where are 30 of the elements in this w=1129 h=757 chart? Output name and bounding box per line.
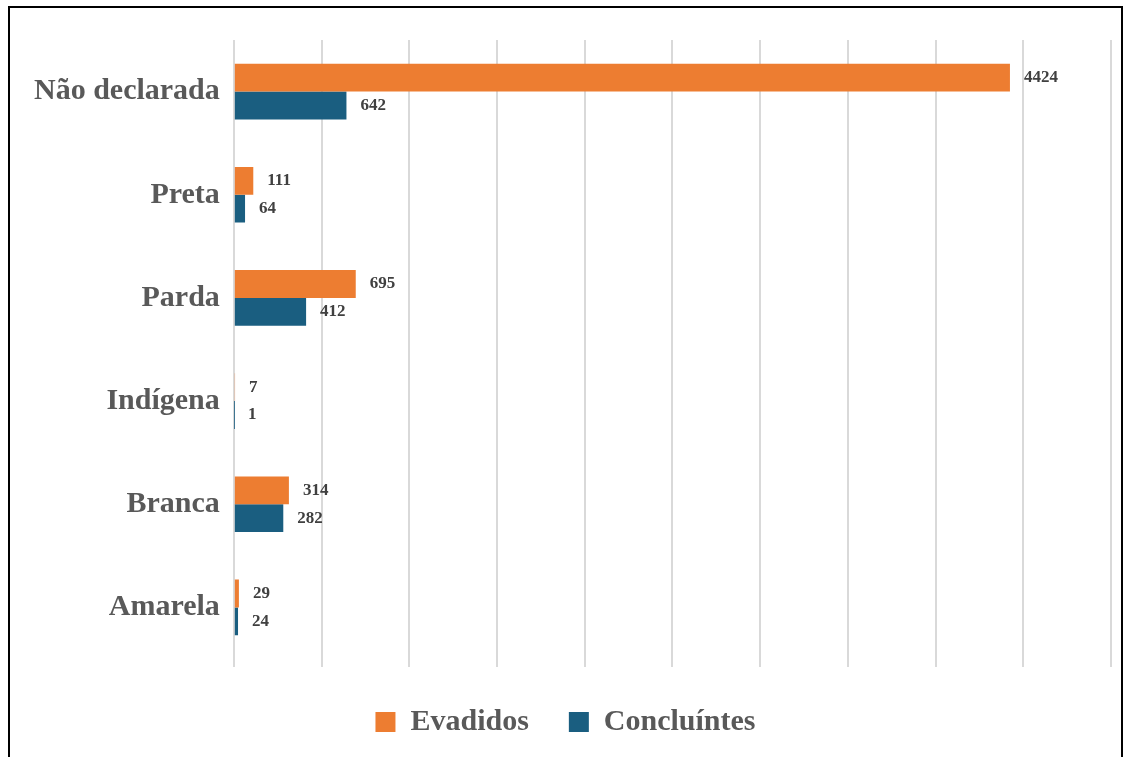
y-tick-label: Preta xyxy=(150,175,220,209)
y-tick-label: Não declarada xyxy=(33,72,220,106)
bar xyxy=(234,579,239,608)
data-label: 282 xyxy=(297,507,323,527)
bar xyxy=(234,166,254,195)
bar xyxy=(234,297,307,326)
bar xyxy=(234,607,239,636)
bar xyxy=(234,194,246,223)
data-label: 695 xyxy=(369,273,396,293)
legend-label: Concluíntes xyxy=(603,702,756,736)
data-label: 642 xyxy=(360,94,386,114)
data-label: 4424 xyxy=(1023,67,1059,87)
data-label: 7 xyxy=(249,376,259,396)
y-tick-label: Amarela xyxy=(108,588,220,622)
bar xyxy=(234,476,289,505)
y-tick-label: Indígena xyxy=(106,381,220,415)
data-label: 314 xyxy=(302,479,329,499)
data-label: 111 xyxy=(267,170,291,190)
data-label: 64 xyxy=(259,198,277,218)
data-label: 24 xyxy=(252,610,270,630)
legend-label: Evadidos xyxy=(410,702,529,736)
bar xyxy=(234,63,1010,92)
data-label: 412 xyxy=(320,301,346,321)
y-tick-label: Branca xyxy=(126,485,220,518)
data-label: 29 xyxy=(252,582,270,602)
data-label: 1 xyxy=(247,404,257,424)
bar xyxy=(234,91,347,120)
bar xyxy=(234,270,356,298)
bar xyxy=(234,504,284,533)
y-tick-label: Parda xyxy=(141,278,220,312)
